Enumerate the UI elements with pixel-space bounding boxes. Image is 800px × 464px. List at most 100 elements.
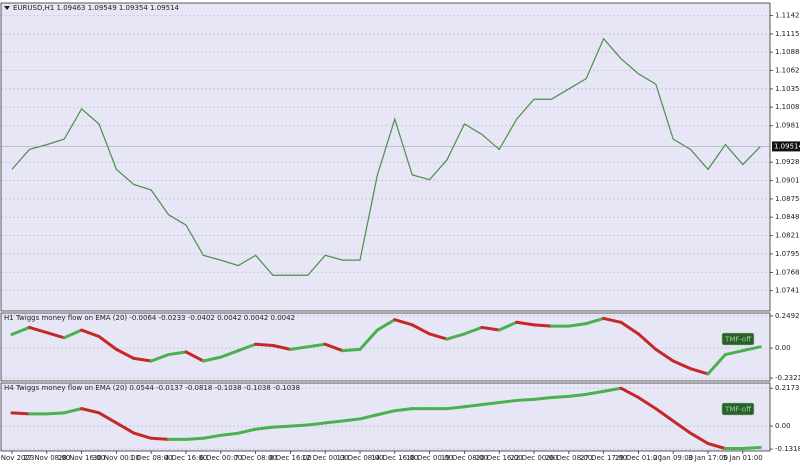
- tmf-segment: [497, 320, 519, 332]
- tmf-segment: [341, 417, 362, 423]
- y-tick-label: 1.09015: [775, 177, 800, 185]
- tmf-segment: [515, 320, 536, 327]
- tmf-segment: [393, 318, 414, 327]
- x-tick-label: 8 Dec 16:00: [269, 454, 312, 462]
- x-tick-label: 19 Dec 08:00: [441, 454, 488, 462]
- h4-frame: [0, 382, 771, 452]
- tmf-segment: [654, 347, 675, 363]
- tmf-segment: [393, 407, 414, 413]
- x-tick-label: 28 Nov 16:00: [58, 454, 105, 462]
- x-tick-label: 27 Nov 08:00: [23, 454, 70, 462]
- x-tick-label: 27 Dec 17:00: [580, 454, 627, 462]
- tmf-segment: [741, 345, 762, 353]
- y-tick-label: 1.07680: [775, 269, 800, 277]
- tmf-segment: [532, 323, 553, 328]
- y-tick-label: 1.09815: [775, 122, 800, 130]
- tmf-segment: [602, 316, 623, 324]
- x-tick-label: 3 Jan 17:00: [688, 454, 728, 462]
- tmf-segment: [80, 328, 101, 338]
- x-tick-label: 14 Dec 16:00: [371, 454, 418, 462]
- tmf-segment: [706, 442, 727, 451]
- tmf-segment: [689, 367, 710, 376]
- tmf-segment: [201, 355, 223, 363]
- tmf-segment: [567, 322, 588, 328]
- tmf-button-label[interactable]: TMF-off: [724, 336, 751, 344]
- tmf-segment: [549, 394, 571, 399]
- tmf-segment: [219, 431, 240, 437]
- tmf-segment: [288, 345, 310, 351]
- h4-pane: [1, 383, 770, 451]
- x-tick-label: 22 Dec 00:00: [510, 454, 557, 462]
- tmf-button-label[interactable]: TMF-off: [724, 406, 751, 414]
- tmf-segment: [375, 409, 397, 417]
- tmf-segment: [358, 328, 379, 351]
- tmf-segment: [741, 446, 762, 451]
- y-tick-label: 1.10885: [775, 48, 800, 56]
- y-tick-label: 0.2173: [775, 384, 800, 392]
- tmf-segment: [532, 395, 553, 401]
- y-tick-label: -0.2321: [775, 374, 800, 382]
- tmf-segment: [358, 413, 379, 421]
- tmf-segment: [10, 411, 31, 416]
- tmf-segment: [288, 423, 310, 428]
- tmf-segment: [480, 401, 501, 407]
- menu-arrow[interactable]: [4, 6, 10, 10]
- h1-frame: [0, 312, 771, 382]
- tmf-segment: [45, 411, 66, 416]
- y-tick-label: 0.00: [775, 344, 791, 352]
- tmf-button[interactable]: [721, 332, 755, 346]
- tmf-segment: [27, 325, 49, 335]
- tmf-segment: [97, 411, 118, 425]
- tmf-button[interactable]: [721, 402, 755, 416]
- x-tick-label: 29 Dec 01:00: [615, 454, 662, 462]
- y-tick-label: 1.10350: [775, 85, 800, 93]
- tmf-segment: [636, 332, 658, 351]
- tmf-segment: [201, 433, 223, 440]
- tmf-segment: [445, 405, 466, 411]
- tmf-segment: [480, 325, 501, 332]
- price-frame: [0, 2, 771, 312]
- tmf-segment: [62, 328, 84, 340]
- x-tick-label: 30 Nov 00:00: [93, 454, 140, 462]
- tmf-segment: [254, 425, 275, 431]
- x-tick-label: 18 Dec 00:00: [406, 454, 453, 462]
- x-tick-label: 5 Jan 01:00: [723, 454, 763, 462]
- last-price-label: 1.09514: [774, 142, 800, 150]
- tmf-segment: [132, 431, 153, 440]
- y-tick-label: 1.07415: [775, 287, 800, 295]
- y-tick-label: 1.09285: [775, 158, 800, 166]
- tmf-segment: [602, 386, 623, 393]
- chart-title: EURUSD,H1 1.09463 1.09549 1.09354 1.0951…: [13, 4, 180, 12]
- x-tick-label: 13 Dec 08:00: [336, 454, 383, 462]
- tmf-segment: [375, 318, 397, 332]
- tmf-segment: [323, 342, 345, 353]
- last-price-box: [772, 141, 800, 152]
- y-tick-label: 0.00: [775, 422, 791, 430]
- x-tick-label: 2 Jan 09:00: [653, 454, 693, 462]
- tmf-segment: [271, 424, 292, 429]
- tmf-segment: [706, 353, 727, 376]
- tmf-segment: [410, 323, 432, 336]
- y-tick-label: 1.10085: [775, 103, 800, 111]
- tmf-segment: [462, 403, 484, 409]
- tmf-segment: [584, 389, 606, 396]
- y-tick-label: 1.08750: [775, 195, 800, 203]
- tmf-segment: [149, 436, 171, 441]
- tmf-segment: [636, 395, 658, 411]
- tmf-segment: [184, 350, 205, 363]
- tmf-segment: [323, 419, 345, 425]
- tmf-segment: [306, 421, 327, 427]
- y-tick-label: 1.11420: [775, 11, 800, 19]
- y-tick-label: 0.2492: [775, 312, 800, 320]
- tmf-segment: [132, 356, 153, 363]
- h4-title: H4 Twiggs money flow on EMA (20) 0.0544 …: [4, 384, 300, 392]
- tmf-segment: [341, 347, 362, 353]
- tmf-segment: [219, 349, 240, 359]
- tmf-segment: [515, 397, 536, 402]
- tmf-segment: [45, 331, 66, 340]
- tmf-segment: [723, 349, 745, 357]
- tmf-segment: [445, 332, 466, 341]
- tmf-segment: [619, 320, 640, 336]
- tmf-segment: [10, 325, 31, 336]
